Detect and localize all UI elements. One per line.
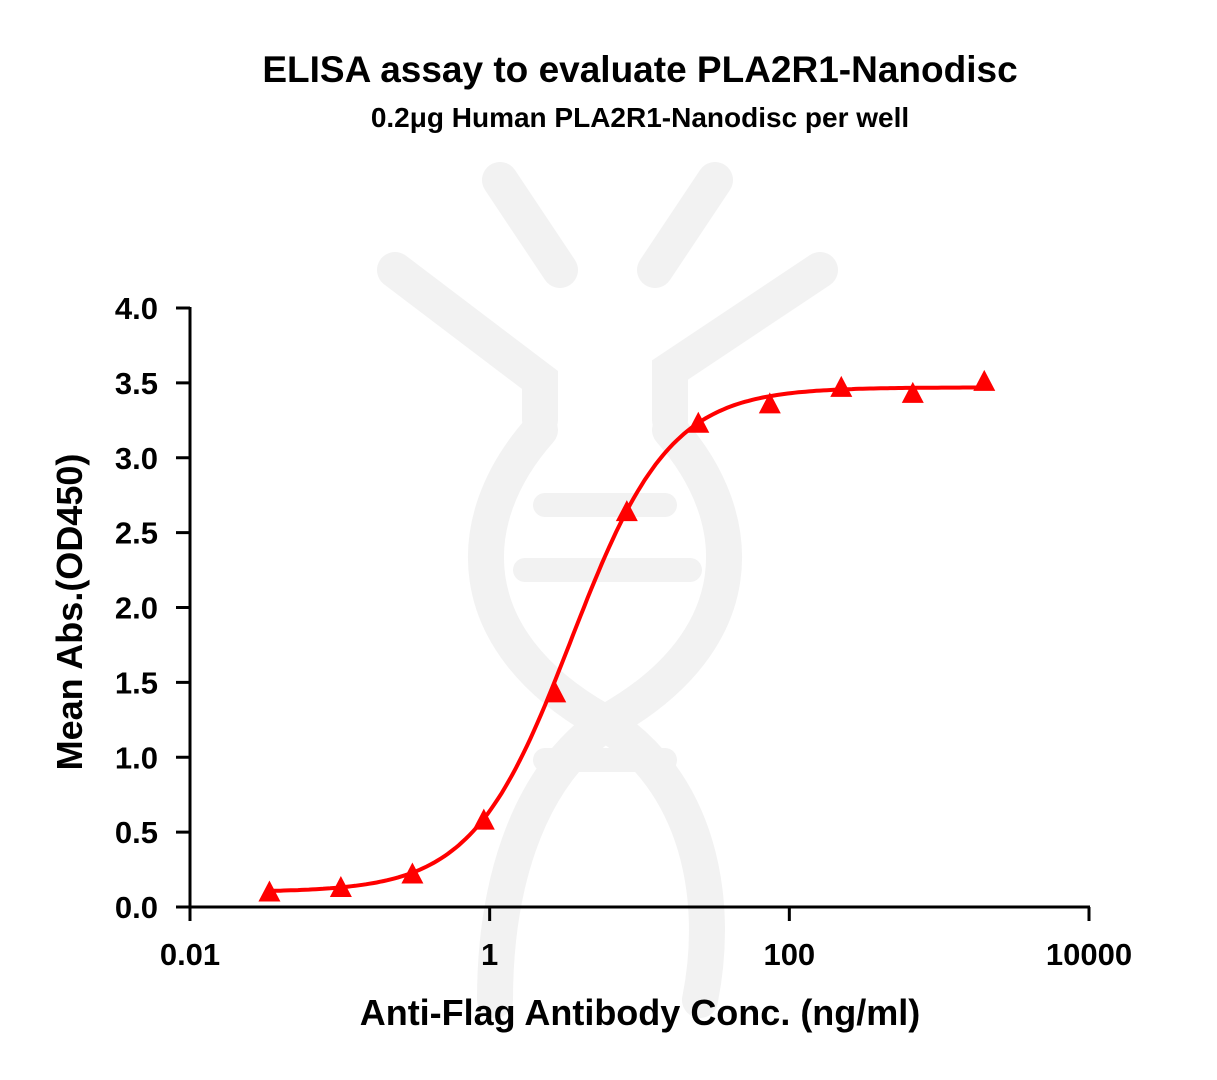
y-tick-label: 1.5 xyxy=(115,665,158,700)
y-axis-label: Mean Abs.(OD450) xyxy=(49,454,90,771)
data-point xyxy=(258,880,281,902)
fit-curve xyxy=(269,385,985,893)
data-point xyxy=(615,500,638,522)
watermark-logo xyxy=(377,162,838,1018)
x-axis-label: Anti-Flag Antibody Conc. (ng/ml) xyxy=(360,992,921,1033)
x-tick-label: 10000 xyxy=(1046,937,1132,972)
y-tick-label: 2.5 xyxy=(115,516,158,551)
y-tick-label: 0.5 xyxy=(115,815,158,850)
data-point xyxy=(687,411,710,433)
x-tick-label: 1 xyxy=(481,937,498,972)
chart-title: ELISA assay to evaluate PLA2R1-Nanodisc xyxy=(262,49,1017,90)
y-tick-label: 1.0 xyxy=(115,740,158,775)
y-tick-label: 0.0 xyxy=(115,890,158,925)
data-point xyxy=(472,808,495,830)
x-tick-label: 0.01 xyxy=(160,937,220,972)
x-tick-label: 100 xyxy=(763,937,815,972)
y-tick-label: 2.0 xyxy=(115,591,158,626)
data-point xyxy=(544,681,567,703)
data-point xyxy=(329,876,352,898)
data-point xyxy=(830,375,853,397)
y-tick-label: 3.5 xyxy=(115,366,158,401)
data-point xyxy=(758,392,781,414)
data-point xyxy=(973,369,996,391)
y-tick-label: 4.0 xyxy=(115,291,158,326)
chart-subtitle: 0.2μg Human PLA2R1-Nanodisc per well xyxy=(371,102,909,133)
y-tick-label: 3.0 xyxy=(115,441,158,476)
data-point xyxy=(901,381,924,403)
data-point xyxy=(401,862,424,884)
